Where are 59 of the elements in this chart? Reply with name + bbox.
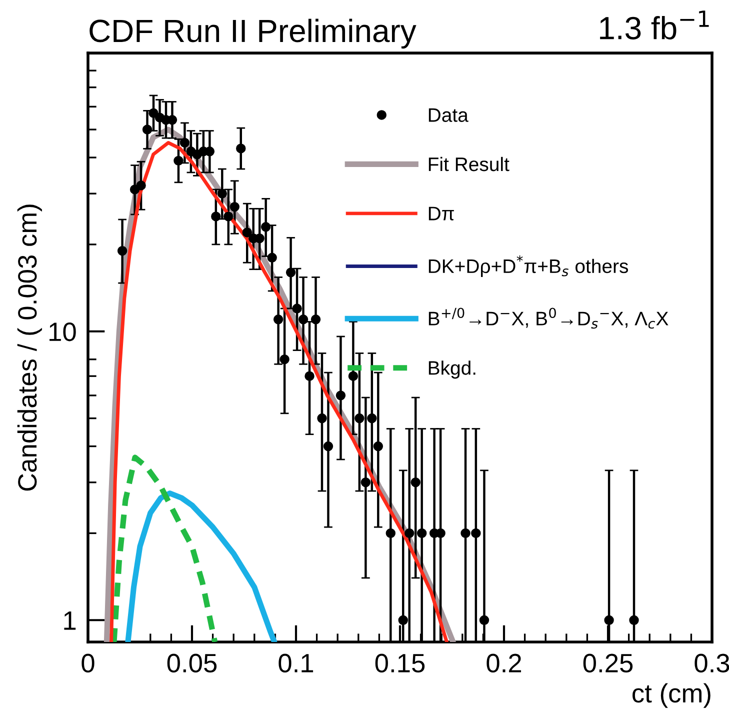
y-tick-label: 10 <box>50 322 76 342</box>
point <box>629 615 639 625</box>
point <box>260 222 271 232</box>
point <box>136 180 146 190</box>
point <box>236 144 246 154</box>
point <box>174 156 184 166</box>
point <box>267 252 277 263</box>
x-tick-label: 0.05 <box>167 654 217 672</box>
point <box>224 212 234 222</box>
point <box>479 615 490 625</box>
point <box>373 441 384 452</box>
point <box>471 528 481 538</box>
y-tick-label: 1 <box>64 612 76 630</box>
point <box>404 528 414 538</box>
point <box>254 233 264 244</box>
point <box>367 413 377 424</box>
point <box>230 202 240 212</box>
point <box>280 354 290 364</box>
point <box>436 528 446 538</box>
legend-label: Fit Result <box>428 156 510 172</box>
point <box>304 371 314 381</box>
point <box>460 528 470 538</box>
point <box>211 212 221 222</box>
point <box>398 615 408 625</box>
point <box>310 314 321 324</box>
text: 1.3 fb$^{−1}$ <box>600 10 709 40</box>
point <box>292 304 302 314</box>
legend-label: Bkgd. <box>428 360 476 379</box>
y-axis-title: Candidates / ( 0.003 cm) <box>17 204 42 491</box>
point <box>336 390 346 400</box>
point <box>217 188 228 198</box>
point <box>317 413 327 424</box>
legend-label: Dπ <box>428 206 454 220</box>
point <box>142 124 152 134</box>
point <box>354 413 364 424</box>
point <box>273 314 284 324</box>
point <box>416 528 427 538</box>
legend-label: Data <box>428 108 468 122</box>
legend-label: DK+Dρ+D$^{*}$π+B$_{s}$ others <box>428 255 628 277</box>
point <box>360 477 371 488</box>
point <box>410 477 420 488</box>
x-tick-label: 0 <box>82 654 94 672</box>
point <box>180 138 190 148</box>
text: B$^{+/0}$→D$^{−}$X, B$^{0}$→D$_{s}$$^{−}$X, Λ$_{c}$X <box>428 308 668 329</box>
point <box>242 228 252 238</box>
point <box>323 441 334 452</box>
x-tick-label: 0.3 <box>694 654 729 672</box>
point <box>117 246 128 256</box>
x-axis-title: ct (cm) <box>632 683 710 708</box>
point <box>298 314 308 324</box>
point <box>386 528 396 538</box>
x-tick-label: 0.2 <box>486 654 522 672</box>
point <box>286 268 296 278</box>
point <box>604 615 614 625</box>
point <box>348 371 358 381</box>
x-tick-label: 0.25 <box>583 654 633 672</box>
chart-title: CDF Run II Preliminary <box>90 18 416 49</box>
x-tick-label: 0.15 <box>375 654 425 672</box>
x-tick-label: 0.1 <box>278 654 314 672</box>
